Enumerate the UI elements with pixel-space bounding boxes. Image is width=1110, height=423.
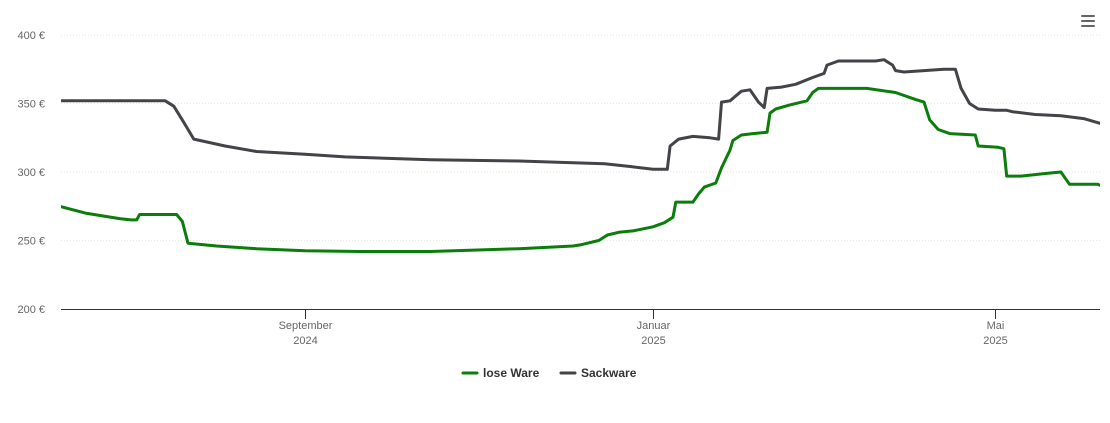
- y-axis-labels: 200 € 250 € 300 € 350 € 400 €: [17, 30, 45, 316]
- x-tick-label-year: 2024: [293, 335, 317, 347]
- x-axis: [61, 309, 1100, 319]
- x-tick-label-year: 2025: [641, 335, 665, 347]
- legend[interactable]: lose Ware Sackware: [461, 366, 637, 380]
- grid-lines: [61, 34, 1100, 241]
- legend-item-lose-ware[interactable]: lose Ware: [461, 366, 540, 380]
- series-line-sackware[interactable]: [0, 58, 1110, 171]
- x-tick-label-month: Mai: [987, 320, 1005, 332]
- series-line-lose-ware[interactable]: [0, 86, 1110, 253]
- hamburger-menu-icon[interactable]: [1076, 10, 1100, 32]
- y-tick-label: 400 €: [17, 30, 45, 42]
- x-tick-label-month: September: [279, 320, 333, 332]
- x-tick-label-month: Januar: [637, 320, 671, 332]
- y-tick-label: 300 €: [17, 167, 45, 179]
- x-axis-labels: September 2024 Januar 2025 Mai 2025: [279, 320, 1008, 347]
- x-tick-label-year: 2025: [983, 335, 1007, 347]
- legend-item-sackware[interactable]: Sackware: [559, 366, 637, 380]
- legend-label: Sackware: [581, 366, 637, 380]
- y-tick-label: 200 €: [17, 304, 45, 316]
- series-lines: [0, 58, 1110, 253]
- y-tick-label: 350 €: [17, 99, 45, 111]
- legend-label: lose Ware: [483, 366, 540, 380]
- y-tick-label: 250 €: [17, 236, 45, 248]
